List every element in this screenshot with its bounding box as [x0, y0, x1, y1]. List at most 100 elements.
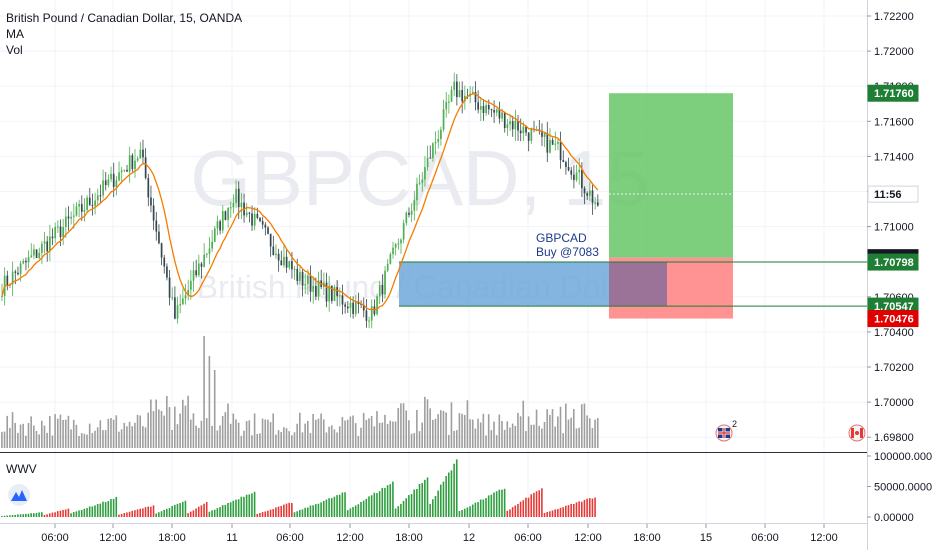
volume-bar [179, 413, 181, 448]
time-axis[interactable]: 06:00 12:00 18:00 11 06:00 12:00 18:00 12 06:00 1… [41, 524, 838, 544]
volume-bar [565, 403, 567, 448]
volume-bar [440, 410, 442, 448]
volume-bar [211, 425, 213, 448]
candle-body [261, 221, 264, 225]
wwv-bar [373, 492, 376, 517]
wwv-bar [471, 504, 474, 517]
volume-bar [583, 403, 586, 448]
candle-body [27, 257, 30, 263]
candle-body [456, 81, 458, 98]
wwv-bar [240, 496, 243, 517]
volume-bar [445, 412, 447, 448]
candle-body [546, 133, 549, 153]
wwv-bar [160, 511, 163, 517]
price-axis-label: 1.70000 [874, 397, 914, 409]
position-tool[interactable] [399, 93, 867, 319]
wwv-bar [131, 510, 134, 517]
candle-body [277, 253, 280, 261]
symbol-title[interactable]: British Pound / Canadian Dollar, 15, OAN… [6, 11, 243, 25]
candle-body [498, 109, 501, 119]
wwv-bar [80, 509, 83, 517]
candle-body [591, 190, 594, 203]
wwv-bar [118, 514, 120, 517]
wwv-bar [384, 487, 386, 517]
wwv-bar [575, 502, 578, 517]
volume-bar [309, 432, 312, 448]
tradingview-logo-icon[interactable] [8, 484, 30, 506]
time-axis-label: 06:00 [514, 532, 542, 544]
wwv-bar [216, 508, 219, 517]
wwv-bar [86, 508, 88, 517]
candle-body [203, 254, 206, 267]
wwv-bar [498, 489, 501, 517]
wwv-axis-label: 100000.00000 [874, 451, 932, 463]
wwv-bar [554, 509, 556, 517]
wwv-bar [511, 507, 514, 517]
wwv-axis[interactable]: 100000.00000 50000.00000 0.00000 [867, 451, 932, 524]
wwv-bar [336, 495, 338, 517]
candle-body [33, 249, 35, 256]
candle-body [511, 121, 514, 130]
wwv-bar [506, 510, 509, 517]
wwv-bar [195, 508, 197, 517]
candle-body [195, 270, 198, 276]
volume-bar [362, 412, 365, 448]
candle-body [471, 91, 474, 94]
volume-bar [543, 421, 546, 448]
volume-bar [83, 433, 86, 448]
candle-body [152, 205, 155, 221]
volume-bar [317, 418, 320, 448]
volume-bar [381, 422, 384, 448]
wwv-bar [30, 513, 32, 517]
candle-body [381, 285, 384, 295]
annotation-line1[interactable]: GBPCAD [536, 231, 587, 245]
volume-bar [267, 419, 269, 448]
candle-body [155, 220, 158, 232]
wwv-bar [51, 512, 54, 517]
volume-bar [402, 403, 405, 448]
candle-body [11, 271, 14, 285]
volume-bar [455, 430, 458, 448]
wwv-bar [48, 513, 51, 517]
wwv-bar [115, 496, 118, 517]
candle-body [392, 247, 394, 255]
volume-bar [251, 435, 253, 448]
wwv-bar [509, 509, 511, 517]
candle-body [570, 170, 573, 175]
wwv-bar [128, 511, 131, 517]
wwv-bar [94, 505, 96, 517]
volume-bar [320, 413, 322, 448]
volume-bar [562, 433, 564, 448]
wwv-bar [573, 504, 575, 517]
wwv-bar [112, 498, 115, 517]
vol-indicator-label[interactable]: Vol [6, 43, 23, 57]
candle-body [51, 236, 54, 239]
candle-body [450, 89, 453, 102]
wwv-bar [227, 502, 229, 517]
volume-bar [514, 425, 517, 448]
volume-bar [285, 428, 288, 448]
volume-bar [261, 418, 264, 448]
candle-body [312, 285, 315, 292]
volume-bar [506, 421, 509, 448]
price-axis[interactable]: 1.722001.720001.718001.716001.714001.712… [867, 11, 914, 444]
wwv-indicator-label[interactable]: WWV [6, 462, 37, 476]
volume-bar [205, 418, 208, 448]
volume-bar [19, 424, 22, 448]
candle-body [479, 106, 482, 110]
candle-body [445, 101, 448, 110]
candle-body [41, 243, 43, 253]
volume-bar [155, 399, 157, 448]
candle-body [549, 139, 551, 153]
entry-overlap [609, 262, 667, 307]
wwv-bar [519, 501, 522, 517]
wwv-bar [333, 496, 336, 517]
ma-indicator-label[interactable]: MA [6, 27, 24, 41]
uk-event-icon[interactable]: 2 [715, 419, 737, 442]
candle-body [477, 102, 479, 110]
volume-bar [530, 424, 533, 448]
annotation-line2[interactable]: Buy @7083 [536, 245, 599, 259]
ca-event-icon[interactable] [848, 424, 866, 442]
volume-bar [123, 422, 126, 448]
